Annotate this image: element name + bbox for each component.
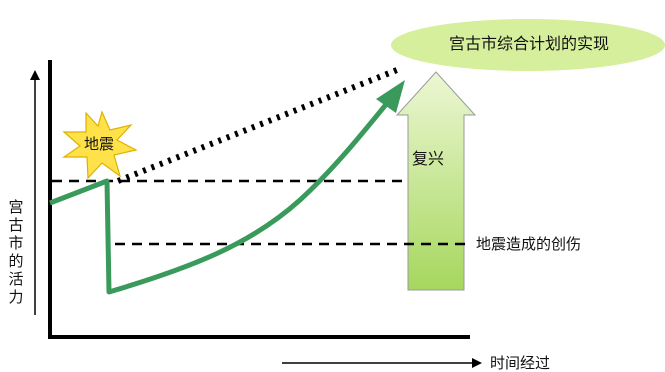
earthquake-burst bbox=[62, 110, 138, 180]
damage-label: 地震造成的创伤 bbox=[476, 235, 582, 253]
vitality-axis-label: 宫古市的活力 bbox=[8, 198, 24, 306]
time-axis-label: 时间经过 bbox=[490, 354, 551, 372]
earthquake-label: 地震 bbox=[84, 135, 115, 153]
vitality-curve bbox=[49, 100, 390, 295]
recovery-arrow bbox=[395, 71, 477, 291]
planned-trajectory bbox=[116, 65, 404, 184]
goal-label: 宫古市综合计划的实现 bbox=[448, 34, 609, 53]
recovery-label: 复兴 bbox=[412, 149, 445, 168]
vitality-curve-arrowhead bbox=[376, 80, 405, 113]
goal-ellipse bbox=[391, 19, 665, 71]
